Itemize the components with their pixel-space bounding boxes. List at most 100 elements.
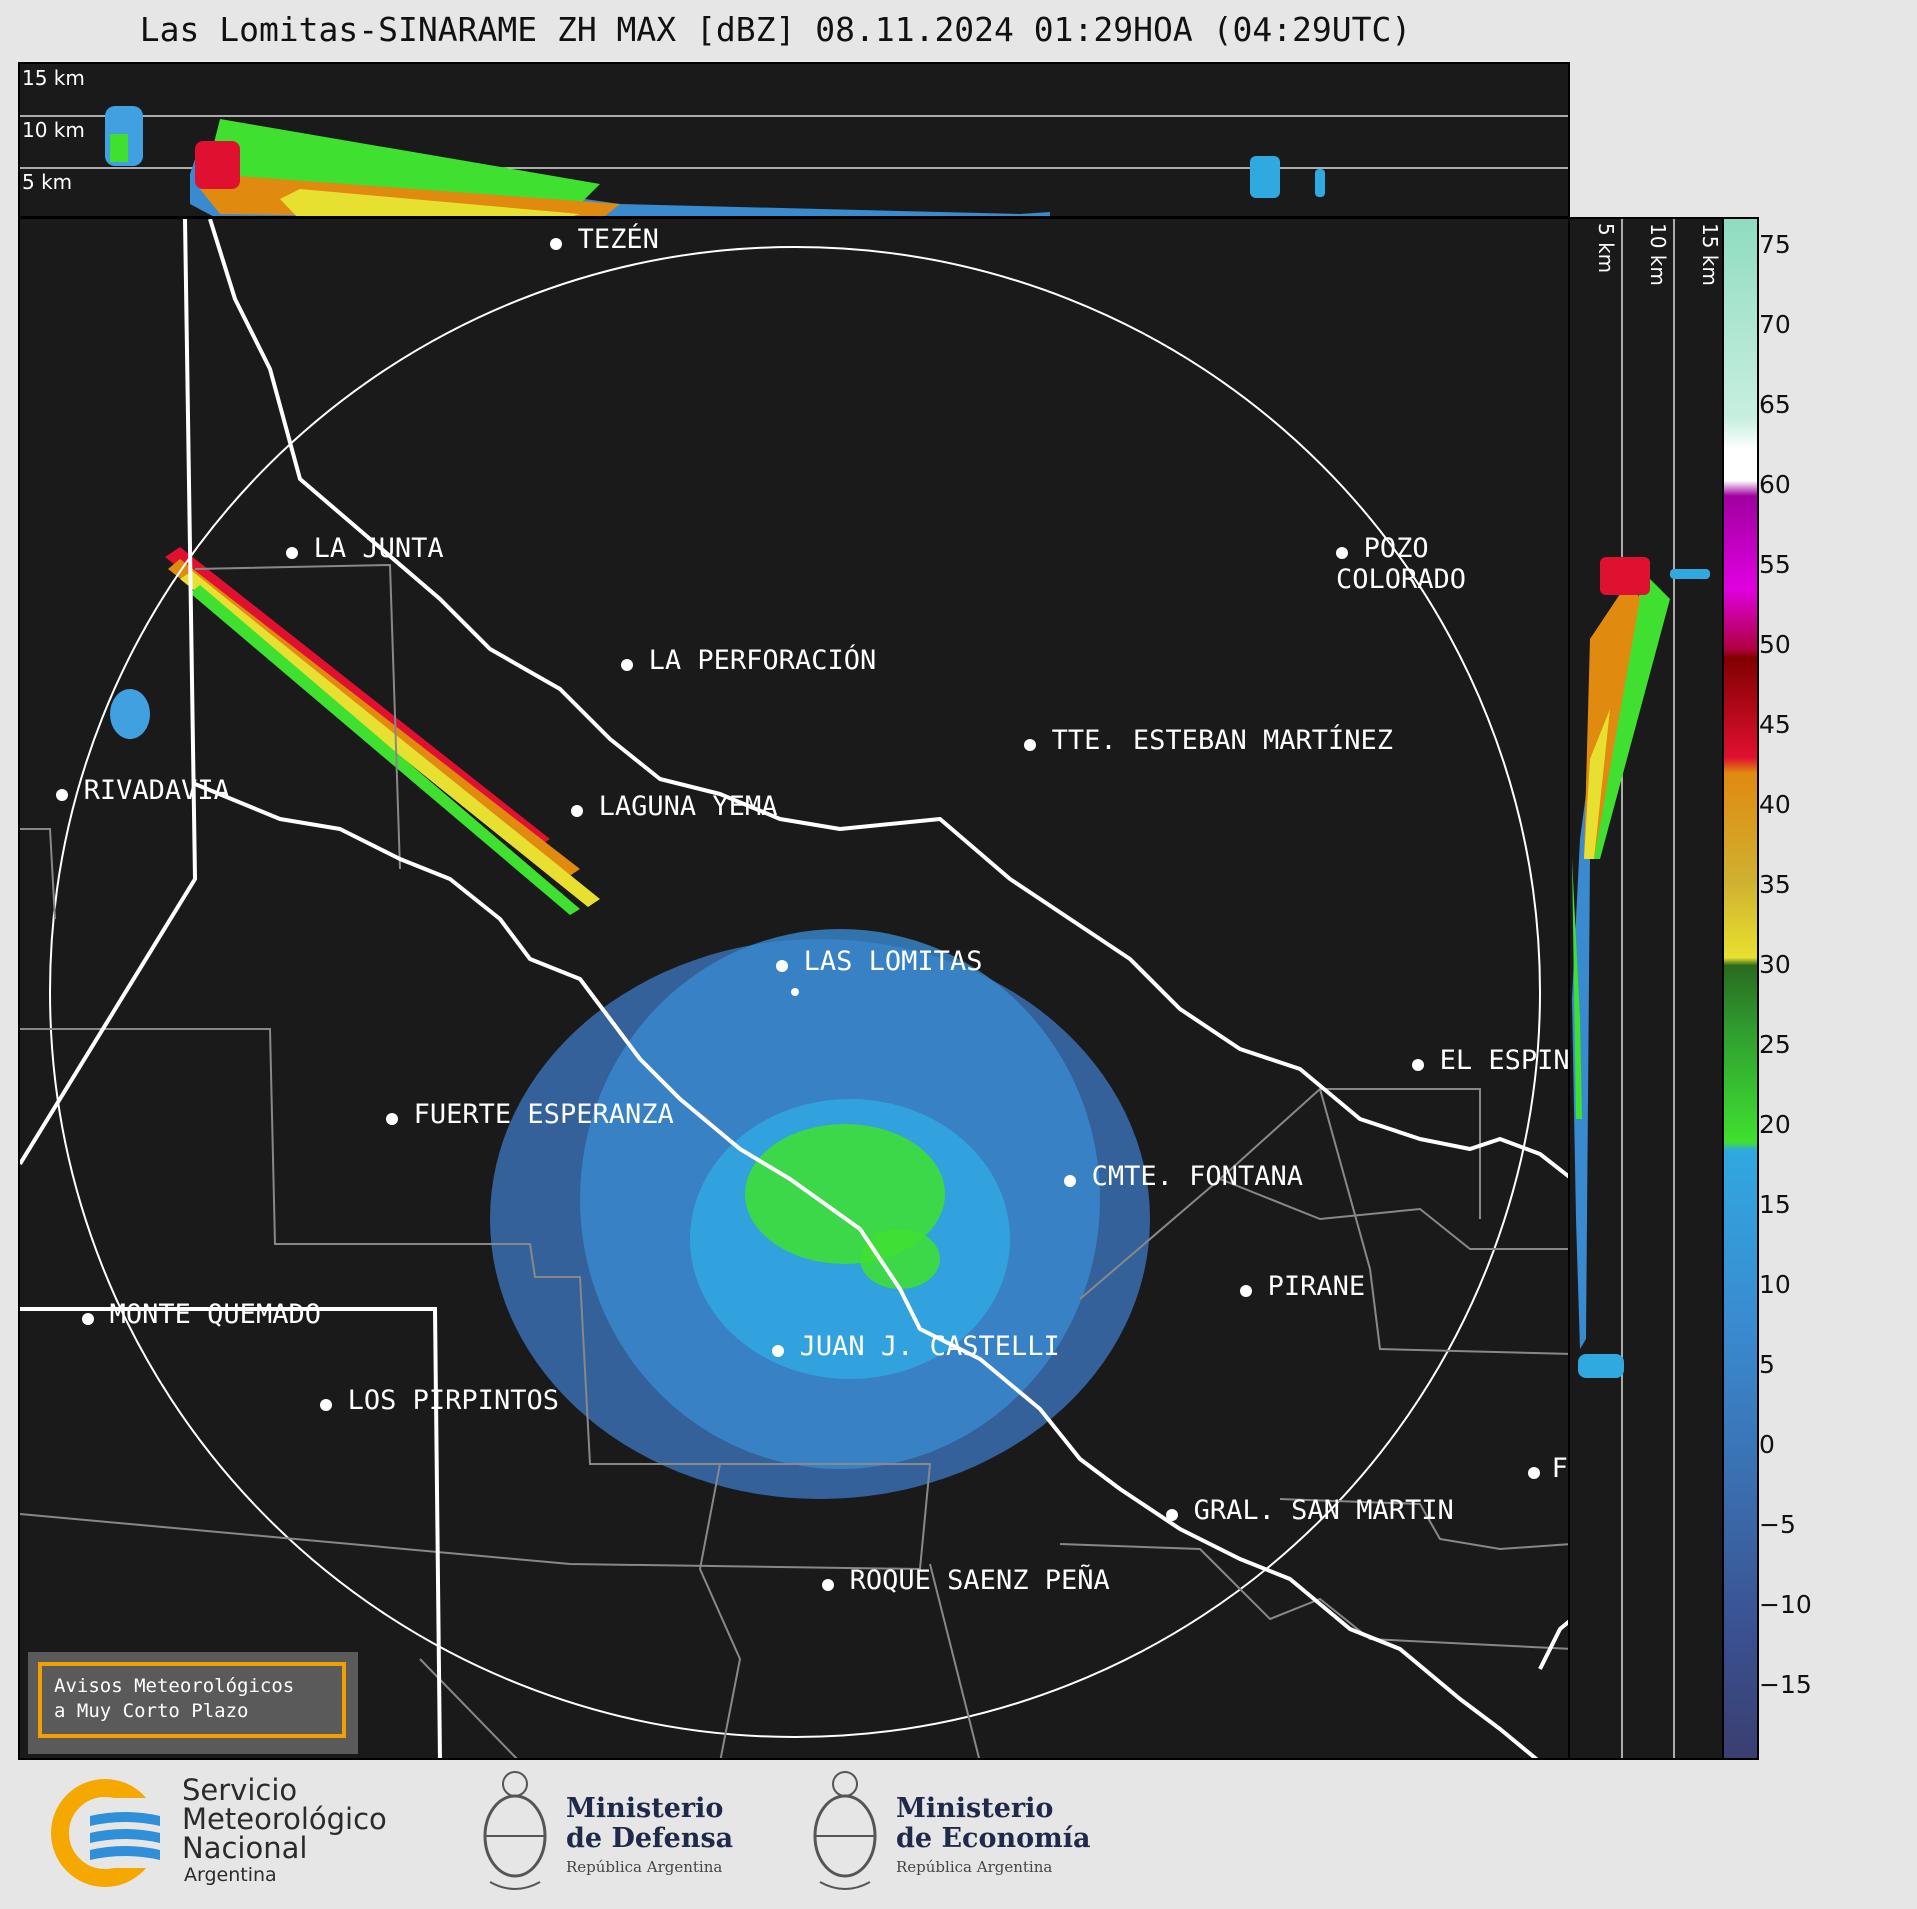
city-label: MONTE QUEMADO (109, 1299, 321, 1330)
defensa-line1: Ministerio (566, 1793, 724, 1824)
city-marker-icon (1336, 546, 1348, 559)
city-los-pirpintos: LOS PIRPINTOS (320, 1385, 559, 1416)
side-cross-section-panel: 5 km 10 km 15 km (1568, 217, 1724, 1760)
smn-logo (50, 1778, 160, 1888)
city-label: LA PERFORACIÓN (648, 645, 877, 676)
alerts-legend[interactable]: Avisos Meteorológicos a Muy Corto Plazo (38, 1662, 346, 1738)
city-pozo-colorado: POZO COLORADO (1336, 533, 1568, 595)
economia-line3: República Argentina (896, 1858, 1053, 1876)
city-marker-icon (1024, 738, 1036, 751)
city-roque-saenz-pena: ROQUE SAENZ PEÑA (822, 1565, 1110, 1596)
colorbar-tick: 0 (1759, 1430, 1775, 1459)
city-marker-icon (286, 546, 298, 559)
colorbar-tick: 65 (1759, 390, 1791, 419)
city-la-perforacion: LA PERFORACIÓN (621, 645, 876, 676)
top-cross-section-panel: 15 km 10 km 5 km (18, 62, 1570, 218)
city-marker-icon (772, 1344, 784, 1357)
city-label: TEZÉN (577, 224, 659, 255)
side-height-label-15km: 15 km (1698, 223, 1722, 286)
city-marker-icon (550, 237, 562, 250)
city-label: RIVADAVIA (83, 775, 230, 806)
city-marker-icon (571, 804, 583, 817)
colorbar-tick: 55 (1759, 550, 1791, 579)
side-cross-section-graphic (1572, 219, 1710, 1758)
smn-line4: Argentina (184, 1864, 277, 1886)
colorbar-tick: −15 (1759, 1670, 1812, 1699)
city-label: PIRANE (1267, 1271, 1366, 1302)
colorbar-tick: 45 (1759, 710, 1791, 739)
city-marker-icon (621, 658, 633, 671)
colorbar-tick: 60 (1759, 470, 1791, 499)
city-marker-icon (56, 788, 68, 801)
city-label: ROQUE SAENZ PEÑA (849, 1565, 1110, 1596)
city-label: CMTE. FONTANA (1091, 1161, 1303, 1192)
city-marker-icon (386, 1112, 398, 1125)
smn-line2: Meteorológico (182, 1802, 387, 1836)
city-juan-j-castelli: JUAN J. CASTELLI (772, 1331, 1060, 1362)
city-label: GRAL. SAN MARTIN (1193, 1495, 1454, 1526)
city-tezen: TEZÉN (550, 224, 659, 255)
city-marker-icon (1412, 1058, 1424, 1071)
colorbar-tick: 15 (1759, 1190, 1791, 1219)
alerts-legend-line2: a Muy Corto Plazo (54, 1700, 249, 1722)
city-monte-quemado: MONTE QUEMADO (82, 1299, 321, 1330)
smn-logo-text: Servicio Meteorológico Nacional Argentin… (182, 1776, 387, 1887)
city-label: TTE. ESTEBAN MARTÍNEZ (1051, 725, 1394, 756)
city-label: LAGUNA YEMA (598, 791, 778, 822)
economia-text: Ministerio de Economía (896, 1794, 1090, 1854)
top-height-label-15km: 15 km (22, 66, 85, 90)
economia-emblem-icon (800, 1762, 890, 1896)
city-label: FO (1551, 1453, 1568, 1484)
colorbar-tick: −5 (1759, 1510, 1796, 1539)
defensa-line3: República Argentina (566, 1858, 723, 1876)
city-pirane: PIRANE (1240, 1271, 1365, 1302)
colorbar-tick: 50 (1759, 630, 1791, 659)
colorbar-tick: 40 (1759, 790, 1791, 819)
economia-line1: Ministerio (896, 1793, 1054, 1824)
city-label: EL ESPINILLO (1439, 1045, 1570, 1076)
radar-map-graphic[interactable] (20, 219, 1570, 1760)
radar-map-panel[interactable]: TEZÉN LA JUNTA POZO COLORADO LA PERFORAC… (18, 217, 1570, 1760)
city-label: LOS PIRPINTOS (347, 1385, 559, 1416)
city-marker-icon (776, 959, 788, 972)
dbz-colorbar (1722, 217, 1759, 1760)
side-height-label-5km: 5 km (1594, 223, 1618, 274)
city-label: POZO COLORADO (1336, 533, 1467, 595)
smn-line1: Servicio (182, 1773, 298, 1807)
city-label: JUAN J. CASTELLI (799, 1331, 1060, 1362)
colorbar-tick: 20 (1759, 1110, 1791, 1139)
city-las-lomitas: LAS LOMITAS (776, 946, 982, 977)
colorbar-tick: −10 (1759, 1590, 1812, 1619)
city-label: LA JUNTA (313, 533, 444, 564)
colorbar-tick: 5 (1759, 1350, 1775, 1379)
city-marker-icon (1528, 1466, 1540, 1479)
economia-line2: de Economía (896, 1823, 1091, 1854)
city-label: LAS LOMITAS (803, 946, 983, 977)
side-height-label-10km: 10 km (1646, 223, 1670, 286)
city-marker-icon (822, 1578, 834, 1591)
smn-logo-icon (51, 1779, 160, 1887)
city-marker-icon (1166, 1508, 1178, 1521)
page-title: Las Lomitas-SINARAME ZH MAX [dBZ] 08.11.… (139, 10, 1412, 49)
alerts-legend-line1: Avisos Meteorológicos (54, 1675, 295, 1697)
defensa-text: Ministerio de Defensa (566, 1794, 733, 1854)
city-fo: FO (1528, 1453, 1568, 1484)
defensa-emblem-icon (470, 1762, 560, 1896)
city-marker-icon (320, 1398, 332, 1411)
top-cross-section-graphic (20, 106, 1568, 216)
top-height-label-10km: 10 km (22, 118, 85, 142)
defensa-line2: de Defensa (566, 1823, 734, 1854)
colorbar-tick: 70 (1759, 310, 1791, 339)
colorbar-tick: 75 (1759, 230, 1791, 259)
city-marker-icon (1064, 1174, 1076, 1187)
city-marker-icon (1240, 1284, 1252, 1297)
city-cmte-fontana: CMTE. FONTANA (1064, 1161, 1303, 1192)
city-el-espinillo: EL ESPINILLO (1412, 1045, 1570, 1076)
city-marker-icon (82, 1312, 94, 1325)
city-la-junta: LA JUNTA (286, 533, 444, 564)
city-rivadavia: RIVADAVIA (56, 775, 230, 806)
colorbar-tick: 30 (1759, 950, 1791, 979)
city-laguna-yema: LAGUNA YEMA (571, 791, 777, 822)
colorbar-tick: 35 (1759, 870, 1791, 899)
colorbar-tick: 10 (1759, 1270, 1791, 1299)
